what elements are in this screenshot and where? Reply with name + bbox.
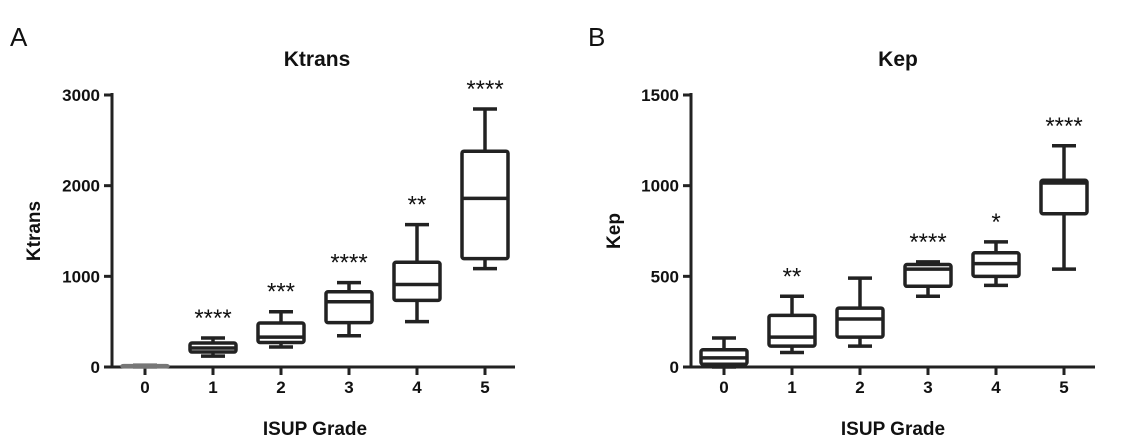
x-tick-label: 1 bbox=[787, 378, 796, 397]
x-axis-label: ISUP Grade bbox=[263, 419, 367, 440]
box bbox=[1039, 178, 1089, 216]
significance-marker: ** bbox=[783, 263, 802, 290]
x-tick-label: 5 bbox=[1059, 378, 1068, 397]
y-axis-label: Ktrans bbox=[24, 201, 45, 261]
significance-marker: **** bbox=[330, 250, 367, 277]
y-tick-label: 0 bbox=[91, 358, 100, 377]
box bbox=[324, 289, 374, 325]
x-tick-label: 4 bbox=[412, 378, 422, 397]
y-tick-label: 0 bbox=[670, 358, 679, 377]
significance-marker: **** bbox=[1045, 113, 1082, 140]
chart-title: Ktrans bbox=[284, 48, 351, 71]
y-tick-label: 2000 bbox=[62, 177, 100, 196]
y-axis-label: Kep bbox=[604, 213, 625, 249]
x-tick-label: 3 bbox=[344, 378, 353, 397]
y-tick-label: 1000 bbox=[62, 267, 100, 286]
x-tick-label: 0 bbox=[140, 378, 149, 397]
box bbox=[460, 149, 510, 261]
chart-title: Kep bbox=[878, 48, 918, 71]
x-tick-label: 0 bbox=[719, 378, 728, 397]
x-tick-label: 4 bbox=[991, 378, 1001, 397]
y-tick-label: 1000 bbox=[641, 177, 679, 196]
x-tick-label: 1 bbox=[208, 378, 217, 397]
significance-marker: **** bbox=[909, 229, 946, 256]
box bbox=[256, 321, 306, 345]
panel-label: B bbox=[588, 22, 605, 52]
box bbox=[835, 306, 885, 339]
significance-marker: ** bbox=[408, 192, 427, 219]
x-tick-label: 5 bbox=[480, 378, 489, 397]
x-tick-label: 2 bbox=[276, 378, 285, 397]
box bbox=[392, 260, 442, 303]
y-tick-label: 3000 bbox=[62, 86, 100, 105]
significance-marker: *** bbox=[267, 279, 295, 306]
x-tick-label: 2 bbox=[855, 378, 864, 397]
y-tick-label: 1500 bbox=[641, 86, 679, 105]
significance-marker: **** bbox=[466, 76, 503, 103]
x-tick-label: 3 bbox=[923, 378, 932, 397]
x-axis-label: ISUP Grade bbox=[841, 419, 945, 440]
panel-label: A bbox=[10, 22, 28, 52]
box bbox=[767, 313, 817, 348]
significance-marker: * bbox=[991, 209, 1000, 236]
significance-marker: **** bbox=[194, 305, 231, 332]
y-tick-label: 500 bbox=[651, 267, 679, 286]
